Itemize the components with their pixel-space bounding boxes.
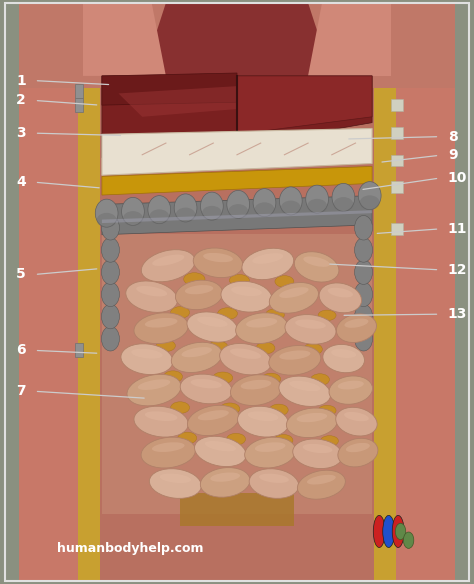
Ellipse shape bbox=[345, 318, 368, 328]
Ellipse shape bbox=[329, 376, 373, 404]
Text: humanbodyhelp.com: humanbodyhelp.com bbox=[57, 542, 203, 555]
Ellipse shape bbox=[275, 276, 294, 287]
Ellipse shape bbox=[236, 313, 288, 343]
Ellipse shape bbox=[164, 371, 182, 383]
Ellipse shape bbox=[198, 410, 229, 420]
Text: 6: 6 bbox=[17, 343, 26, 357]
Ellipse shape bbox=[279, 287, 309, 298]
Polygon shape bbox=[100, 3, 374, 581]
Ellipse shape bbox=[149, 469, 201, 498]
Text: 10: 10 bbox=[448, 171, 467, 185]
Ellipse shape bbox=[227, 190, 250, 218]
Ellipse shape bbox=[252, 253, 283, 264]
Text: 8: 8 bbox=[448, 130, 458, 144]
Text: 2: 2 bbox=[16, 93, 26, 107]
Ellipse shape bbox=[279, 376, 331, 406]
Ellipse shape bbox=[201, 192, 223, 220]
Ellipse shape bbox=[231, 286, 262, 296]
Ellipse shape bbox=[248, 411, 278, 421]
Ellipse shape bbox=[95, 199, 118, 227]
Ellipse shape bbox=[237, 406, 289, 437]
Ellipse shape bbox=[303, 444, 332, 453]
Ellipse shape bbox=[279, 350, 310, 360]
Ellipse shape bbox=[171, 402, 190, 413]
Ellipse shape bbox=[141, 250, 195, 281]
Ellipse shape bbox=[395, 523, 406, 540]
Ellipse shape bbox=[174, 194, 197, 222]
Ellipse shape bbox=[183, 273, 205, 286]
Ellipse shape bbox=[131, 349, 163, 359]
Ellipse shape bbox=[269, 283, 319, 313]
Ellipse shape bbox=[228, 204, 248, 219]
Ellipse shape bbox=[318, 405, 336, 416]
Ellipse shape bbox=[293, 439, 342, 468]
Ellipse shape bbox=[202, 206, 222, 220]
Ellipse shape bbox=[101, 326, 119, 351]
Ellipse shape bbox=[338, 439, 378, 467]
Ellipse shape bbox=[156, 340, 175, 352]
Ellipse shape bbox=[355, 282, 373, 307]
Ellipse shape bbox=[306, 185, 328, 213]
Ellipse shape bbox=[294, 252, 339, 282]
Ellipse shape bbox=[344, 412, 369, 421]
Ellipse shape bbox=[269, 346, 321, 375]
Ellipse shape bbox=[318, 310, 336, 321]
Text: 12: 12 bbox=[448, 263, 467, 277]
Ellipse shape bbox=[149, 210, 169, 224]
Ellipse shape bbox=[297, 470, 346, 499]
Polygon shape bbox=[83, 3, 166, 76]
Ellipse shape bbox=[121, 197, 145, 225]
Ellipse shape bbox=[145, 411, 177, 421]
Ellipse shape bbox=[246, 318, 277, 328]
Ellipse shape bbox=[145, 318, 177, 328]
Ellipse shape bbox=[346, 443, 370, 452]
Ellipse shape bbox=[180, 374, 232, 404]
Ellipse shape bbox=[355, 260, 373, 284]
Ellipse shape bbox=[323, 345, 365, 373]
Polygon shape bbox=[19, 3, 455, 88]
Polygon shape bbox=[75, 343, 83, 357]
Ellipse shape bbox=[230, 349, 261, 359]
Ellipse shape bbox=[230, 375, 282, 405]
Ellipse shape bbox=[355, 304, 373, 329]
Ellipse shape bbox=[392, 516, 404, 548]
Ellipse shape bbox=[134, 406, 188, 437]
Ellipse shape bbox=[249, 469, 299, 498]
Polygon shape bbox=[308, 3, 391, 76]
Ellipse shape bbox=[262, 373, 281, 385]
Ellipse shape bbox=[337, 314, 376, 342]
Ellipse shape bbox=[175, 207, 196, 223]
Ellipse shape bbox=[255, 442, 285, 452]
Ellipse shape bbox=[141, 437, 195, 468]
Ellipse shape bbox=[127, 374, 181, 406]
Ellipse shape bbox=[360, 195, 380, 210]
Ellipse shape bbox=[269, 404, 288, 416]
Text: 4: 4 bbox=[16, 175, 26, 189]
Ellipse shape bbox=[197, 317, 228, 327]
Text: 3: 3 bbox=[17, 126, 26, 140]
Text: 7: 7 bbox=[17, 384, 26, 398]
Ellipse shape bbox=[403, 532, 414, 548]
Ellipse shape bbox=[208, 341, 228, 353]
Ellipse shape bbox=[331, 349, 356, 358]
Ellipse shape bbox=[358, 182, 381, 210]
Text: 11: 11 bbox=[448, 222, 467, 236]
Ellipse shape bbox=[319, 283, 362, 313]
Ellipse shape bbox=[355, 238, 373, 262]
Ellipse shape bbox=[221, 281, 272, 312]
Ellipse shape bbox=[333, 197, 353, 212]
Ellipse shape bbox=[297, 413, 327, 422]
Ellipse shape bbox=[332, 183, 355, 211]
Ellipse shape bbox=[242, 248, 294, 280]
Ellipse shape bbox=[241, 380, 271, 390]
Ellipse shape bbox=[171, 342, 222, 373]
Ellipse shape bbox=[171, 307, 190, 318]
Ellipse shape bbox=[101, 260, 119, 284]
Ellipse shape bbox=[303, 343, 322, 355]
Ellipse shape bbox=[219, 343, 272, 375]
Ellipse shape bbox=[227, 433, 246, 445]
Ellipse shape bbox=[320, 436, 338, 446]
Ellipse shape bbox=[307, 475, 336, 485]
Ellipse shape bbox=[152, 442, 184, 452]
